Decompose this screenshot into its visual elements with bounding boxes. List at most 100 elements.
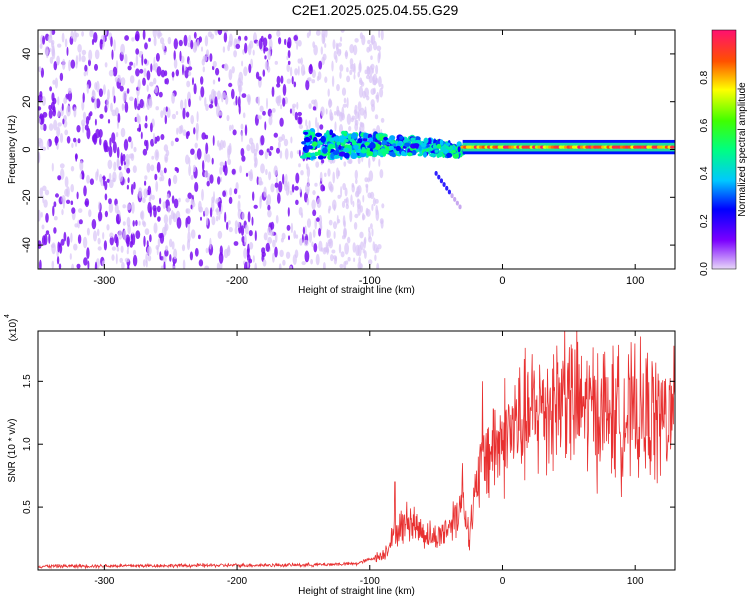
noise-cell — [364, 87, 369, 98]
noise-cell — [241, 236, 245, 243]
noise-cell — [204, 170, 208, 177]
noise-cell — [160, 174, 165, 182]
noise-cell — [322, 247, 327, 255]
noise-cell — [110, 36, 113, 47]
noise-cell — [270, 221, 275, 230]
noise-cell — [267, 209, 272, 218]
noise-cell — [311, 79, 316, 84]
noise-cell — [89, 111, 93, 117]
noise-cell — [287, 60, 291, 65]
noise-cell — [241, 155, 246, 162]
x-tick-label: -100 — [359, 275, 381, 287]
tail-cell — [437, 174, 441, 180]
noise-cell — [327, 88, 330, 97]
signal-cell — [436, 143, 442, 149]
noise-cell — [39, 138, 44, 150]
noise-cell — [276, 147, 280, 154]
noise-cell — [38, 94, 43, 103]
noise-cell — [183, 34, 188, 47]
noise-cell — [45, 230, 50, 235]
noise-cell — [315, 161, 320, 168]
noise-cell — [262, 37, 268, 48]
noise-cell — [145, 253, 148, 264]
noise-cell — [365, 207, 369, 216]
noise-cell — [146, 70, 151, 81]
noise-cell — [187, 221, 191, 233]
noise-cell — [132, 220, 135, 227]
noise-cell — [368, 226, 371, 233]
noise-cell — [228, 69, 233, 81]
noise-cell — [219, 176, 223, 182]
noise-cell — [86, 247, 90, 260]
noise-cell — [78, 219, 83, 225]
noise-cell — [77, 44, 82, 53]
noise-cell — [115, 213, 120, 225]
noise-cell — [231, 88, 235, 100]
noise-cell — [215, 215, 219, 222]
snr-frame — [37, 330, 676, 571]
noise-cell — [182, 129, 187, 136]
noise-cell — [350, 117, 354, 123]
noise-cell — [340, 251, 345, 258]
signal-cell — [338, 136, 345, 143]
noise-cell — [81, 49, 87, 56]
noise-cell — [171, 195, 175, 204]
noise-cell — [53, 119, 58, 131]
noise-cell — [57, 96, 60, 106]
noise-cell — [353, 62, 356, 75]
noise-cell — [120, 127, 126, 138]
noise-cell — [42, 111, 48, 118]
noise-cell — [259, 115, 262, 120]
noise-cell — [244, 234, 247, 246]
noise-cell — [308, 103, 312, 109]
noise-cell — [124, 257, 130, 263]
noise-cell — [186, 80, 191, 88]
noise-cell — [205, 103, 209, 111]
noise-cell — [154, 173, 158, 181]
noise-cell — [129, 96, 134, 102]
noise-cell — [370, 63, 375, 70]
noise-cell — [322, 185, 326, 192]
noise-cell — [308, 120, 311, 129]
noise-cell — [163, 214, 169, 225]
noise-cell — [297, 65, 300, 76]
noise-cell — [60, 238, 65, 246]
noise-cell — [217, 230, 223, 239]
noise-cell — [226, 114, 230, 122]
noise-cell — [155, 180, 159, 192]
noise-cell — [329, 183, 334, 193]
noise-cell — [143, 58, 148, 65]
noise-cell — [302, 226, 305, 235]
noise-cell — [305, 119, 308, 127]
noise-cell — [38, 151, 41, 163]
colorbar-gradient — [711, 29, 737, 270]
noise-cell — [82, 92, 85, 103]
noise-cell — [76, 125, 81, 133]
chart-title: C2E1.2025.025.04.55.G29 — [291, 2, 459, 18]
noise-cell — [360, 205, 363, 213]
noise-cell — [308, 231, 312, 243]
tail-cell — [445, 185, 449, 191]
colorbar-tick-label: 0.2 — [699, 214, 710, 228]
noise-cell — [380, 220, 384, 229]
noise-cell — [257, 96, 260, 106]
noise-cell — [364, 106, 367, 114]
noise-cell — [242, 49, 245, 55]
noise-cell — [154, 86, 159, 94]
noise-cell — [61, 195, 66, 204]
signal-cell — [312, 141, 318, 147]
noise-cell — [155, 52, 160, 62]
noise-cell — [267, 236, 273, 245]
signal-cell — [343, 152, 350, 159]
noise-cell — [185, 111, 190, 118]
noise-cell — [331, 75, 335, 88]
signal-cell — [343, 147, 350, 153]
noise-cell — [371, 228, 374, 237]
signal-cell — [400, 150, 406, 157]
noise-cell — [315, 253, 320, 266]
noise-cell — [261, 251, 266, 257]
noise-cell — [219, 166, 223, 175]
noise-cell — [258, 180, 264, 186]
noise-cell — [276, 83, 281, 88]
